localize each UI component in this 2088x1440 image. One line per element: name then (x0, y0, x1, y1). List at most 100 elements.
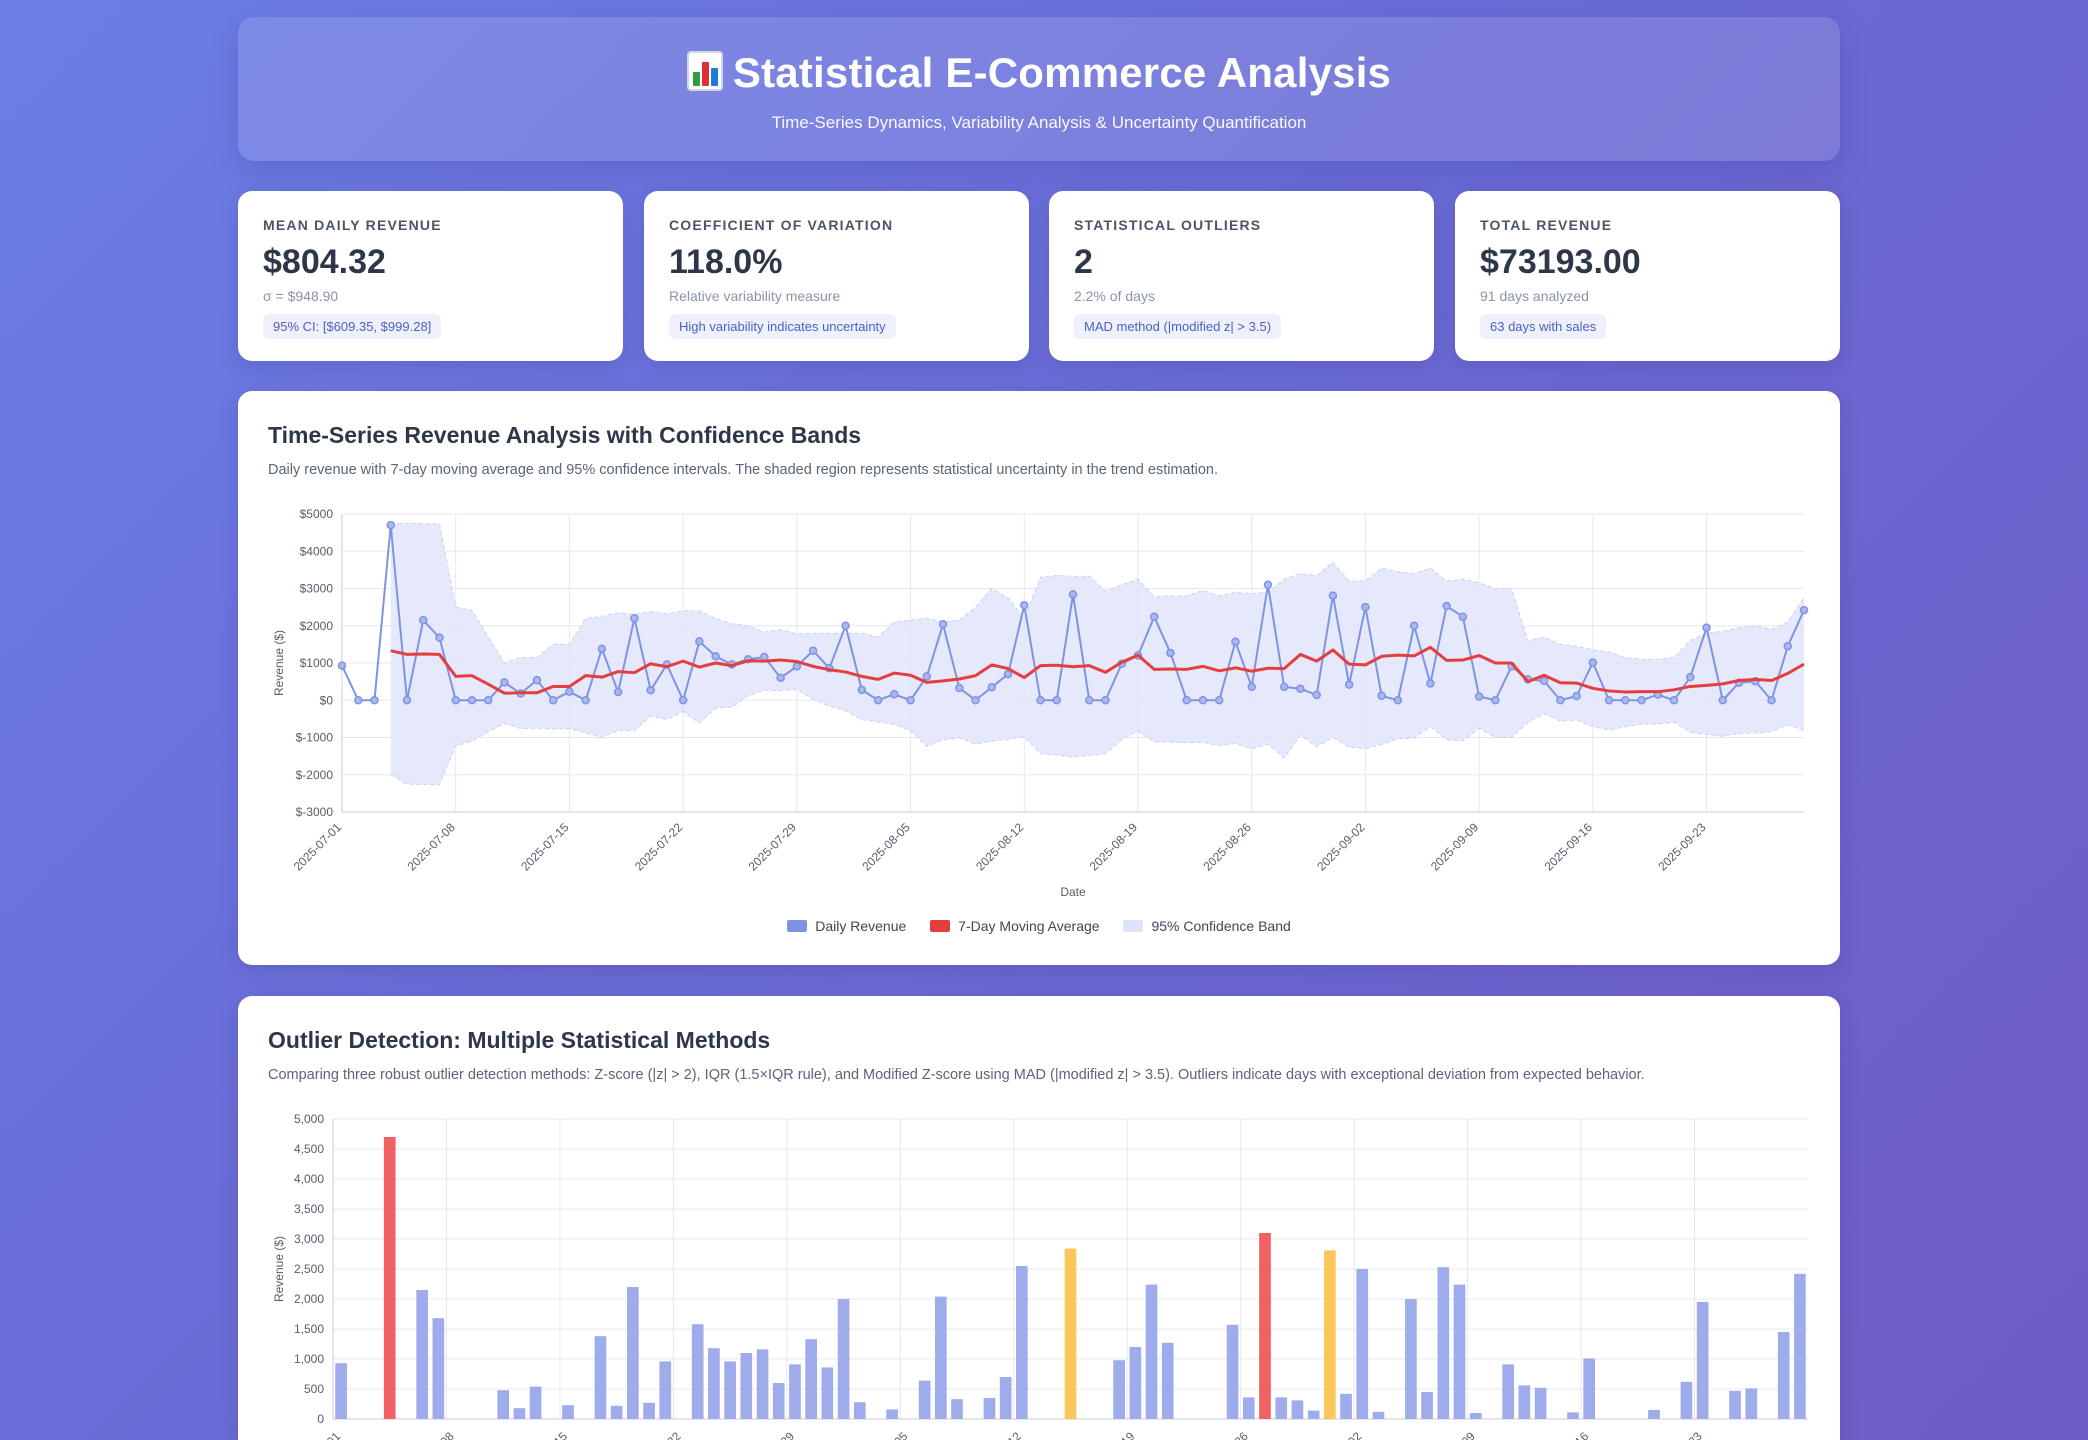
x-tick-label: 2025-07-22 (632, 820, 686, 874)
y-tick-label: $4000 (300, 544, 334, 558)
daily-revenue-point (938, 620, 948, 629)
daily-revenue-point (1166, 648, 1175, 658)
revenue-bar (1777, 1332, 1790, 1419)
daily-revenue-point (1003, 669, 1013, 679)
legend-item-daily[interactable]: Daily Revenue (787, 918, 906, 934)
legend-item-confidence-band[interactable]: 95% Confidence Band (1123, 918, 1291, 934)
revenue-bar (1356, 1269, 1369, 1419)
daily-revenue-point (1214, 696, 1224, 705)
daily-revenue-point (890, 690, 899, 699)
daily-revenue-point (1036, 696, 1045, 705)
daily-revenue-point (1474, 692, 1484, 701)
revenue-bar (1453, 1284, 1466, 1419)
revenue-bar (562, 1405, 574, 1419)
y-tick-label: $3000 (300, 582, 334, 596)
y-tick-label: $-3000 (296, 805, 334, 819)
daily-revenue-point (695, 637, 704, 646)
daily-revenue-point (1084, 696, 1094, 705)
daily-revenue-point (1361, 602, 1370, 612)
revenue-bar (610, 1405, 623, 1419)
daily-revenue-point (1068, 590, 1078, 599)
daily-revenue-point (1491, 696, 1500, 705)
y-tick-label: $5000 (300, 507, 334, 521)
outlier-panel: Outlier Detection: Multiple Statistical … (238, 996, 1840, 1440)
revenue-bar (432, 1318, 445, 1419)
x-tick-label: 2025-08-19 (1087, 820, 1141, 874)
daily-revenue-point (1783, 641, 1793, 651)
revenue-bar (1469, 1413, 1482, 1419)
x-tick-label: 2025-09-02 (1314, 820, 1368, 874)
confidence-band-lower (390, 688, 1805, 786)
panel-description: Daily revenue with 7-day moving average … (268, 462, 1219, 478)
revenue-bar (934, 1296, 947, 1419)
daily-revenue-point (532, 675, 542, 685)
x-tick-label: 2025-07-15 (517, 1429, 571, 1440)
outlier-bar-moderate (1324, 1250, 1336, 1419)
daily-revenue-point (1182, 696, 1191, 705)
daily-revenue-point (1669, 696, 1679, 705)
daily-revenue-point (1604, 696, 1614, 705)
card-sub: σ = $948.90 (263, 288, 339, 304)
moving-average-line (390, 645, 1805, 695)
chart-legend: Daily Revenue 7-Day Moving Average 95% C… (238, 918, 1840, 934)
daily-revenue-point (1279, 682, 1289, 692)
revenue-bar (740, 1353, 753, 1419)
y-tick-label: 500 (304, 1382, 324, 1396)
revenue-bar (983, 1398, 996, 1419)
revenue-bar (513, 1408, 526, 1419)
card-sub: 91 days analyzed (1480, 288, 1589, 304)
daily-revenue-point (1799, 605, 1809, 615)
y-tick-label: $-1000 (296, 731, 334, 745)
daily-revenue-point (1020, 601, 1029, 610)
revenue-bar (708, 1348, 720, 1419)
daily-revenue-point (1052, 696, 1062, 705)
legend-item-moving-avg[interactable]: 7-Day Moving Average (930, 918, 1100, 934)
x-tick-label: 2025-08-12 (973, 820, 1027, 874)
legend-swatch (1123, 920, 1144, 932)
daily-revenue-point (1718, 696, 1728, 705)
daily-revenue-point (1556, 696, 1565, 705)
x-tick-label: 2025-09-02 (1311, 1429, 1365, 1440)
revenue-bar (627, 1287, 639, 1419)
card-value: 2 (1074, 243, 1093, 281)
y-tick-label: 2,500 (294, 1262, 324, 1276)
daily-revenue-point (792, 662, 802, 671)
revenue-bar (1534, 1387, 1547, 1419)
daily-revenue-point (1442, 601, 1451, 611)
daily-revenue-point (906, 696, 915, 705)
x-tick-label: 2025-08-26 (1198, 1429, 1252, 1440)
revenue-bar (1518, 1385, 1531, 1419)
revenue-bar (1405, 1299, 1417, 1419)
x-tick-label: 2025-07-29 (746, 820, 800, 874)
card-total-revenue: TOTAL REVENUE $73193.00 91 days analyzed… (1455, 191, 1840, 361)
revenue-bar (789, 1364, 801, 1419)
revenue-bar (529, 1386, 542, 1419)
x-axis-label: Date (1060, 885, 1086, 899)
stat-cards: MEAN DAILY REVENUE $804.32 σ = $948.90 9… (238, 191, 1840, 361)
daily-revenue-point (1588, 658, 1598, 667)
page-title: Statistical E-Commerce Analysis (238, 49, 1840, 97)
daily-revenue-point (922, 672, 932, 681)
revenue-bar (1680, 1381, 1693, 1419)
outlier-bar-moderate (1064, 1248, 1077, 1419)
outlier-bar-high (383, 1137, 396, 1419)
daily-revenue-point (451, 696, 460, 705)
time-series-panel: Time-Series Revenue Analysis with Confid… (238, 391, 1840, 965)
revenue-bar (1016, 1266, 1028, 1419)
revenue-bar (853, 1402, 866, 1419)
daily-revenue-point (955, 683, 964, 693)
daily-revenue-point (1344, 680, 1354, 689)
y-tick-label: $1000 (300, 656, 334, 670)
y-tick-label: 4,500 (294, 1142, 324, 1156)
daily-revenue-point (1377, 691, 1386, 701)
y-tick-label: 3,000 (294, 1232, 324, 1246)
daily-revenue-point (1458, 612, 1468, 622)
revenue-bar (1729, 1390, 1741, 1419)
daily-revenue-point (1621, 696, 1630, 705)
card-label: TOTAL REVENUE (1480, 217, 1613, 233)
daily-revenue-point (1426, 679, 1435, 688)
daily-revenue-point (386, 520, 395, 530)
revenue-bar (951, 1399, 963, 1419)
daily-revenue-point (1101, 696, 1110, 705)
revenue-bar (1437, 1267, 1450, 1419)
